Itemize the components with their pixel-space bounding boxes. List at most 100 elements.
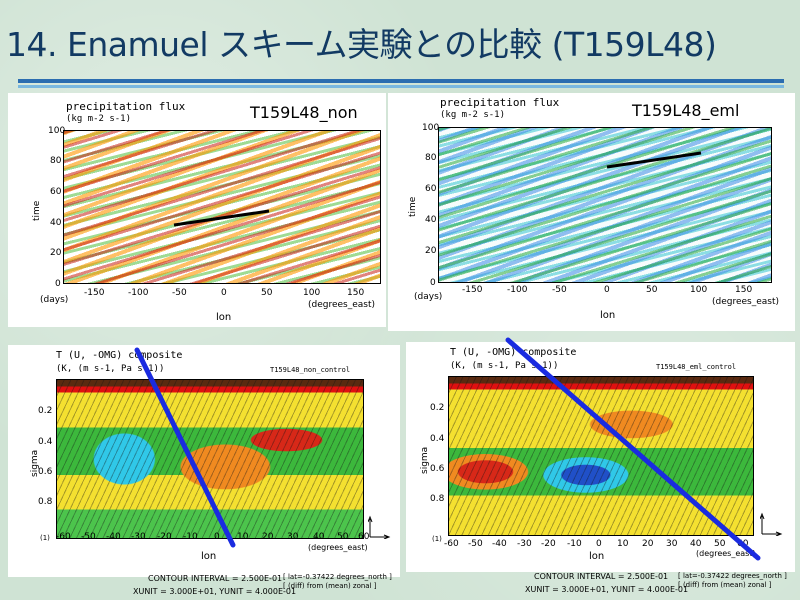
- xtick: 50: [261, 288, 273, 298]
- xtick: -60: [56, 532, 71, 542]
- xtick: -30: [131, 532, 146, 542]
- xtick: -150: [84, 288, 105, 298]
- ytick: 0.8: [430, 494, 445, 504]
- ytick: 0.6: [38, 467, 53, 477]
- ytick: 40: [425, 215, 437, 225]
- ytick: 0.8: [38, 497, 53, 507]
- cross-units: (K, (m s-1, Pa s-1)): [56, 364, 165, 374]
- cross-xunit: (degrees_east): [308, 543, 368, 552]
- contour-interval-right: CONTOUR INTERVAL = 2.500E-01: [534, 572, 669, 581]
- xtick: -50: [172, 288, 187, 298]
- cross-units: (K, (m s-1, Pa s-1)): [450, 361, 559, 371]
- cross-xunit: (degrees_east): [696, 549, 756, 558]
- xtick: -30: [517, 539, 532, 549]
- slide-title: 14. Enamuel スキーム実験との比較 (T159L48): [6, 25, 717, 64]
- hov-title: precipitation flux: [66, 100, 186, 113]
- ytick: 0.6: [430, 464, 445, 474]
- title-rule-dark: [18, 79, 784, 83]
- xtick: 20: [262, 532, 274, 542]
- xtick: -50: [468, 539, 483, 549]
- xtick: -150: [462, 285, 483, 295]
- ytick: 0.2: [38, 406, 53, 416]
- run-label-eml: T159L48_eml: [632, 101, 740, 120]
- ytick: 0.4: [430, 434, 445, 444]
- cross-ylabel: sigma: [30, 449, 40, 477]
- cross-title: T (U, -OMG) composite: [450, 347, 577, 358]
- xtick: -100: [128, 288, 149, 298]
- ytick: 0.4: [38, 437, 53, 447]
- xtick: 60: [737, 539, 749, 549]
- hov-yunit: (days): [40, 295, 69, 305]
- hov-xlabel: lon: [600, 310, 616, 321]
- hovmoller-eml-panel: precipitation flux (kg m-2 s-1) T159L48_…: [388, 93, 795, 331]
- xtick: 50: [714, 539, 726, 549]
- xtick: 150: [347, 288, 365, 298]
- xtick: -20: [157, 532, 172, 542]
- xtick: 150: [735, 285, 753, 295]
- ytick: 60: [50, 187, 62, 197]
- hov-ylabel: time: [32, 200, 42, 221]
- cross-section-plot: [448, 376, 754, 536]
- hov-xlabel: lon: [216, 312, 232, 323]
- xtick: 40: [690, 539, 702, 549]
- vector-reference-icon: [760, 512, 783, 536]
- cross-xlabel: lon: [589, 551, 605, 562]
- xtick: 0: [604, 285, 610, 295]
- xtick: -20: [541, 539, 556, 549]
- cross-subtitle: T159L48_non_control: [270, 366, 351, 374]
- xtick: 100: [303, 288, 321, 298]
- xtick: 30: [287, 532, 299, 542]
- cross-subtitle: T159L48_eml_control: [656, 363, 737, 371]
- contour-interval-left: CONTOUR INTERVAL = 2.500E-01: [148, 574, 283, 583]
- cross-section-non-panel: T (U, -OMG) composite (K, (m s-1, Pa s-1…: [8, 345, 400, 577]
- xtick: -10: [567, 539, 582, 549]
- cross-xlabel: lon: [201, 551, 217, 562]
- cross-title: T (U, -OMG) composite: [56, 350, 183, 361]
- xtick: 50: [337, 532, 349, 542]
- xtick: 0: [596, 539, 602, 549]
- xtick: 100: [690, 285, 708, 295]
- ytick: 80: [425, 153, 437, 163]
- ytick: (1): [40, 534, 50, 542]
- hovmoller-non-panel: precipitation flux (kg m-2 s-1) T159L48_…: [8, 93, 386, 327]
- xtick: 40: [313, 532, 325, 542]
- xtick: -50: [552, 285, 567, 295]
- xtick: 50: [646, 285, 658, 295]
- hov-ylabel: time: [408, 196, 418, 217]
- xtick: 20: [642, 539, 654, 549]
- ytick: 100: [422, 123, 440, 133]
- ytick: 0: [430, 278, 436, 288]
- ytick: 20: [50, 248, 62, 258]
- xtick: -60: [444, 539, 459, 549]
- hov-units: (kg m-2 s-1): [66, 114, 132, 124]
- units-left: XUNIT = 3.000E+01, YUNIT = 4.000E-01: [133, 587, 297, 596]
- xtick: 60: [358, 532, 370, 542]
- xtick: 0: [214, 532, 220, 542]
- xtick: -40: [106, 532, 121, 542]
- run-label-non: T159L48_non: [250, 103, 358, 122]
- hovmoller-plot: [438, 127, 772, 283]
- xtick: -50: [81, 532, 96, 542]
- xtick: 10: [617, 539, 629, 549]
- vector-reference-icon: [368, 515, 391, 539]
- units-right: XUNIT = 3.000E+01, YUNIT = 4.000E-01: [525, 585, 689, 594]
- note2-left: [ (diff) from (mean) zonal ]: [283, 582, 377, 590]
- xtick: 10: [237, 532, 249, 542]
- hov-title: precipitation flux: [440, 96, 560, 109]
- ytick: 100: [48, 126, 66, 136]
- note1-left: [ lat=-0.37422 degrees_north ]: [283, 573, 392, 581]
- ytick: 80: [50, 156, 62, 166]
- xtick: 0: [221, 288, 227, 298]
- hov-xunit: (degrees_east): [712, 297, 780, 307]
- note1-right: [ lat=-0.37422 degrees_north ]: [678, 572, 787, 580]
- cross-section-plot: [56, 379, 364, 539]
- ytick: (1): [432, 535, 442, 543]
- note2-right: [ (diff) from (mean) zonal ]: [678, 581, 772, 589]
- ytick: 40: [50, 218, 62, 228]
- ytick: 0.2: [430, 403, 445, 413]
- ytick: 0: [55, 279, 61, 289]
- xtick: 30: [666, 539, 678, 549]
- hovmoller-plot: [63, 130, 381, 284]
- ytick: 20: [425, 246, 437, 256]
- ytick: 60: [425, 184, 437, 194]
